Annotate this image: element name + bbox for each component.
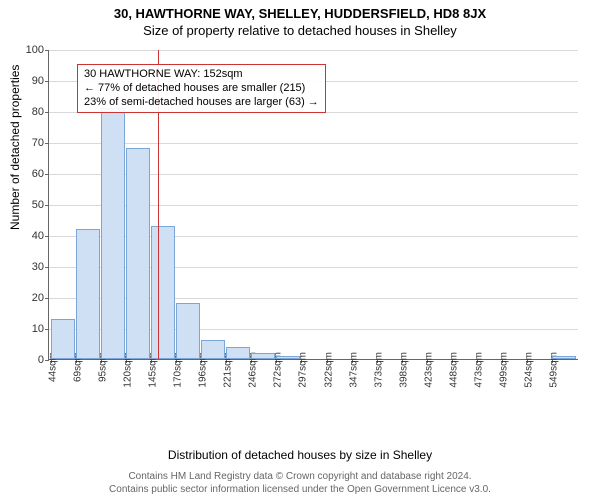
y-tick-label: 0 [38,354,44,366]
y-tick-label: 50 [32,199,44,211]
histogram-bar [151,226,175,359]
y-tick-mark [45,236,49,237]
histogram-bar [51,319,75,359]
y-tick-mark [45,298,49,299]
attribution-footer: Contains HM Land Registry data © Crown c… [0,471,600,496]
footer-line-1: Contains HM Land Registry data © Crown c… [0,471,600,484]
x-tick-label: 297sqm [298,352,309,388]
y-tick-label: 80 [32,106,44,118]
annotation-line: 23% of semi-detached houses are larger (… [84,96,319,110]
annotation-box: 30 HAWTHORNE WAY: 152sqm← 77% of detache… [77,64,326,113]
y-tick-mark [45,205,49,206]
histogram-bar [552,356,576,359]
x-tick-label: 473sqm [473,352,484,388]
y-tick-label: 70 [32,137,44,149]
footer-line-2: Contains public sector information licen… [0,484,600,497]
y-tick-mark [45,329,49,330]
y-tick-label: 30 [32,261,44,273]
y-tick-mark [45,174,49,175]
x-tick-label: 373sqm [373,352,384,388]
y-tick-label: 100 [26,44,44,56]
y-tick-label: 20 [32,292,44,304]
x-tick-label: 499sqm [498,352,509,388]
x-tick-label: 322sqm [323,352,334,388]
histogram-bar [176,303,200,359]
x-tick-label: 347sqm [348,352,359,388]
y-tick-mark [45,112,49,113]
gridline [49,50,578,51]
y-tick-label: 60 [32,168,44,180]
x-tick-label: 448sqm [448,352,459,388]
y-tick-mark [45,267,49,268]
page-subtitle: Size of property relative to detached ho… [0,21,600,38]
chart-area: 010203040506070809010044sqm69sqm95sqm120… [48,50,578,410]
y-tick-label: 10 [32,323,44,335]
annotation-line: ← 77% of detached houses are smaller (21… [84,82,319,96]
page-title: 30, HAWTHORNE WAY, SHELLEY, HUDDERSFIELD… [0,0,600,21]
x-tick-label: 524sqm [523,352,534,388]
y-tick-mark [45,143,49,144]
x-tick-label: 398sqm [398,352,409,388]
y-tick-mark [45,50,49,51]
histogram-plot: 010203040506070809010044sqm69sqm95sqm120… [48,50,578,360]
y-tick-mark [45,81,49,82]
histogram-bar [101,108,125,359]
histogram-bar [126,148,150,359]
y-tick-label: 40 [32,230,44,242]
y-tick-label: 90 [32,75,44,87]
gridline [49,143,578,144]
y-axis-label: Number of detached properties [8,65,22,230]
annotation-line: 30 HAWTHORNE WAY: 152sqm [84,68,319,82]
x-tick-label: 423sqm [423,352,434,388]
x-axis-label: Distribution of detached houses by size … [0,448,600,462]
histogram-bar [76,229,100,359]
